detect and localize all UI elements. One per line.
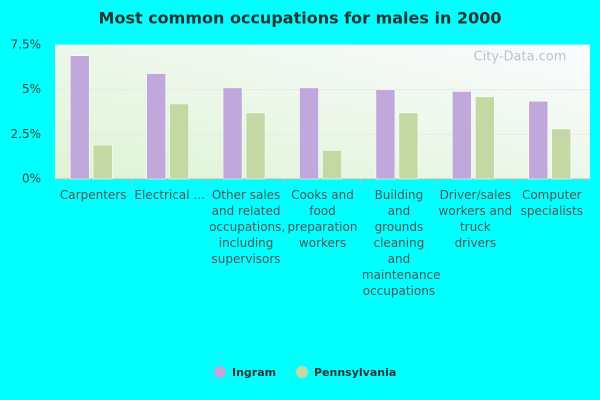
bar (222, 87, 243, 180)
bar (146, 73, 166, 180)
x-tick-label: Cooks and food preparation workers (287, 188, 358, 250)
legend-swatch (214, 366, 226, 378)
x-tick-label: Computer specialists (520, 188, 583, 218)
bar (245, 112, 266, 180)
legend-label: Pennsylvania (314, 366, 396, 379)
x-tick-label: Other sales and related occupations, inc… (209, 188, 286, 266)
y-tick-label: 2.5% (11, 127, 42, 141)
bar (528, 101, 549, 180)
y-tick-label: 7.5% (11, 38, 42, 52)
y-tick-label: 5% (22, 82, 41, 96)
chart-title: Most common occupations for males in 200… (99, 9, 502, 28)
watermark: City-Data.com (474, 50, 567, 65)
x-tick-label: Electrical ... (134, 188, 205, 202)
bar (322, 150, 342, 180)
bar (551, 128, 572, 180)
bar (475, 96, 495, 180)
bar (169, 103, 189, 180)
x-tick-label: Building and grounds cleaning and mainte… (361, 188, 441, 298)
bar (375, 89, 396, 180)
bar (299, 87, 319, 180)
y-tick-label: 0% (22, 172, 41, 186)
legend-swatch (296, 366, 308, 378)
x-tick-label: Carpenters (59, 188, 127, 202)
bar (92, 144, 113, 180)
bar (69, 55, 90, 180)
bar (398, 112, 419, 180)
bar (452, 91, 472, 180)
x-tick-label: Driver/sales workers and truck drivers (438, 188, 513, 250)
legend-label: Ingram (232, 366, 276, 379)
